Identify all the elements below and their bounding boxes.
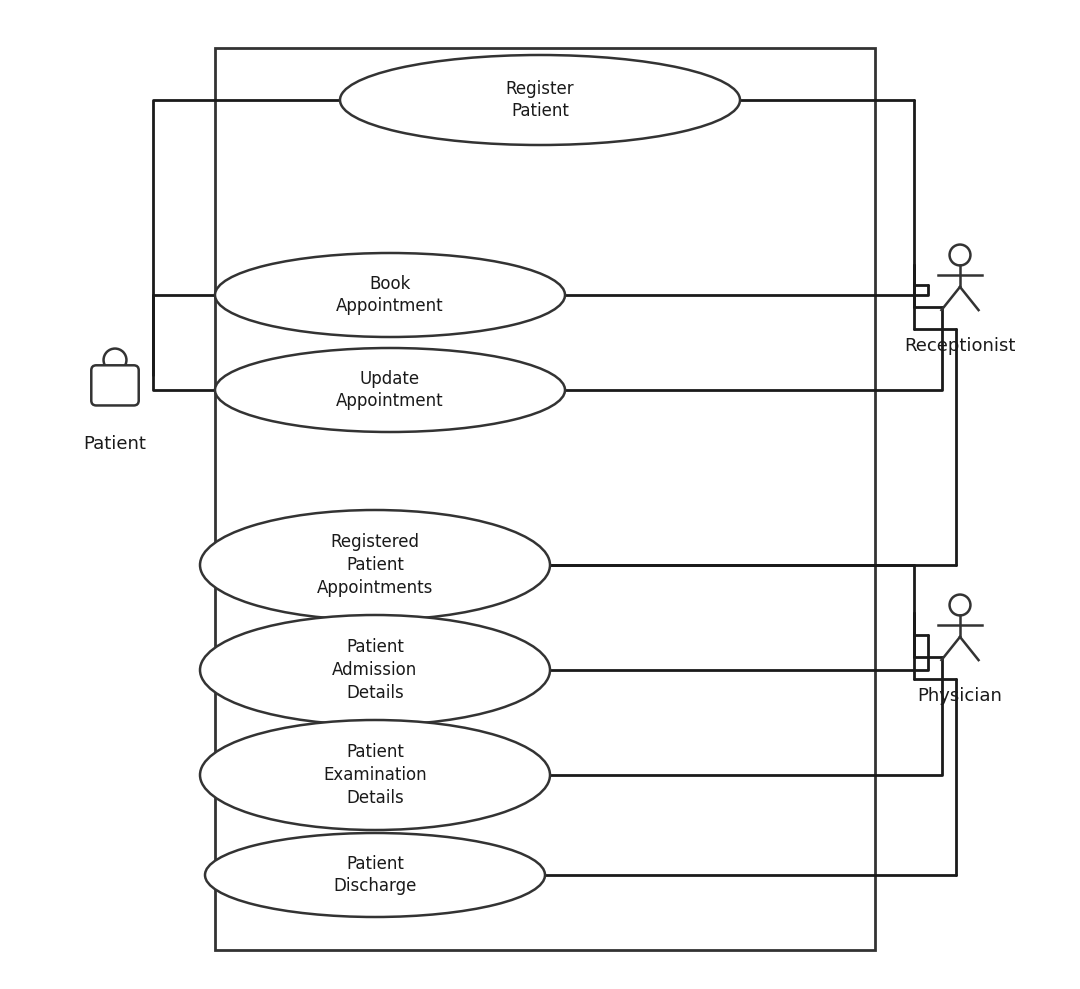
Ellipse shape [205, 833, 545, 917]
Text: Patient
Admission
Details: Patient Admission Details [333, 638, 418, 702]
Ellipse shape [215, 348, 565, 432]
Circle shape [949, 244, 971, 265]
Ellipse shape [340, 55, 740, 145]
Text: Register
Patient: Register Patient [505, 79, 575, 121]
Text: Patient
Discharge: Patient Discharge [334, 854, 417, 895]
FancyBboxPatch shape [92, 365, 138, 405]
Text: Registered
Patient
Appointments: Registered Patient Appointments [316, 533, 433, 597]
Bar [215, 48, 875, 950]
Text: Book
Appointment: Book Appointment [336, 275, 444, 315]
Ellipse shape [200, 615, 550, 725]
Text: Patient
Examination
Details: Patient Examination Details [323, 743, 427, 807]
Ellipse shape [215, 253, 565, 337]
Text: Physician: Physician [918, 687, 1002, 705]
Ellipse shape [200, 510, 550, 620]
Text: Update
Appointment: Update Appointment [336, 370, 444, 410]
Circle shape [949, 594, 971, 615]
Circle shape [104, 348, 126, 372]
Text: Patient: Patient [83, 435, 147, 453]
Ellipse shape [200, 720, 550, 830]
Text: Receptionist: Receptionist [904, 337, 1015, 355]
